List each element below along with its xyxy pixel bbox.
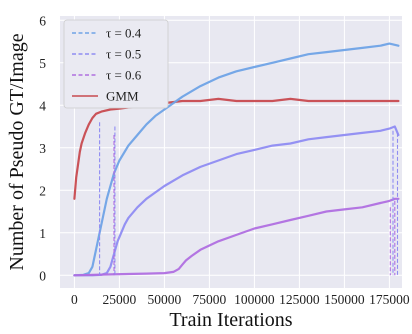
- y-tick-label: 4: [39, 98, 46, 113]
- series-layer: [73, 42, 400, 277]
- y-tick-label: 0: [39, 268, 46, 283]
- x-tick-label: 75000: [193, 292, 227, 307]
- x-tick-label: 100000: [234, 292, 275, 307]
- x-tick-label: 150000: [324, 292, 365, 307]
- x-tick-label: 0: [71, 292, 78, 307]
- y-tick-labels: 0 1 2 3 4 5 6: [39, 13, 46, 283]
- legend-box: [63, 19, 169, 109]
- y-tick-label: 2: [39, 183, 46, 198]
- series-line-1: [73, 42, 400, 277]
- y-tick-label: 6: [39, 13, 46, 28]
- x-axis-title: Train Iterations: [169, 309, 292, 331]
- x-tick-labels: 0 25000 50000 75000 100000 125000 150000 175000: [71, 292, 410, 307]
- legend: τ = 0.4 τ = 0.5 τ = 0.6 GMM: [63, 19, 169, 109]
- series-line-3: [73, 197, 400, 277]
- y-tick-label: 1: [39, 226, 46, 241]
- legend-label: τ = 0.6: [106, 68, 142, 83]
- series-line-2: [73, 125, 400, 277]
- x-tick-label: 25000: [103, 292, 137, 307]
- x-tick-label: 175000: [369, 292, 410, 307]
- legend-label: τ = 0.5: [106, 47, 141, 62]
- legend-label: τ = 0.4: [106, 26, 142, 41]
- legend-label: GMM: [106, 89, 139, 104]
- y-tick-label: 3: [39, 141, 46, 156]
- x-tick-label: 50000: [148, 292, 182, 307]
- y-axis-title: Number of Pseudo GT/Image: [6, 33, 28, 270]
- x-tick-label: 125000: [279, 292, 320, 307]
- y-tick-label: 5: [39, 56, 46, 71]
